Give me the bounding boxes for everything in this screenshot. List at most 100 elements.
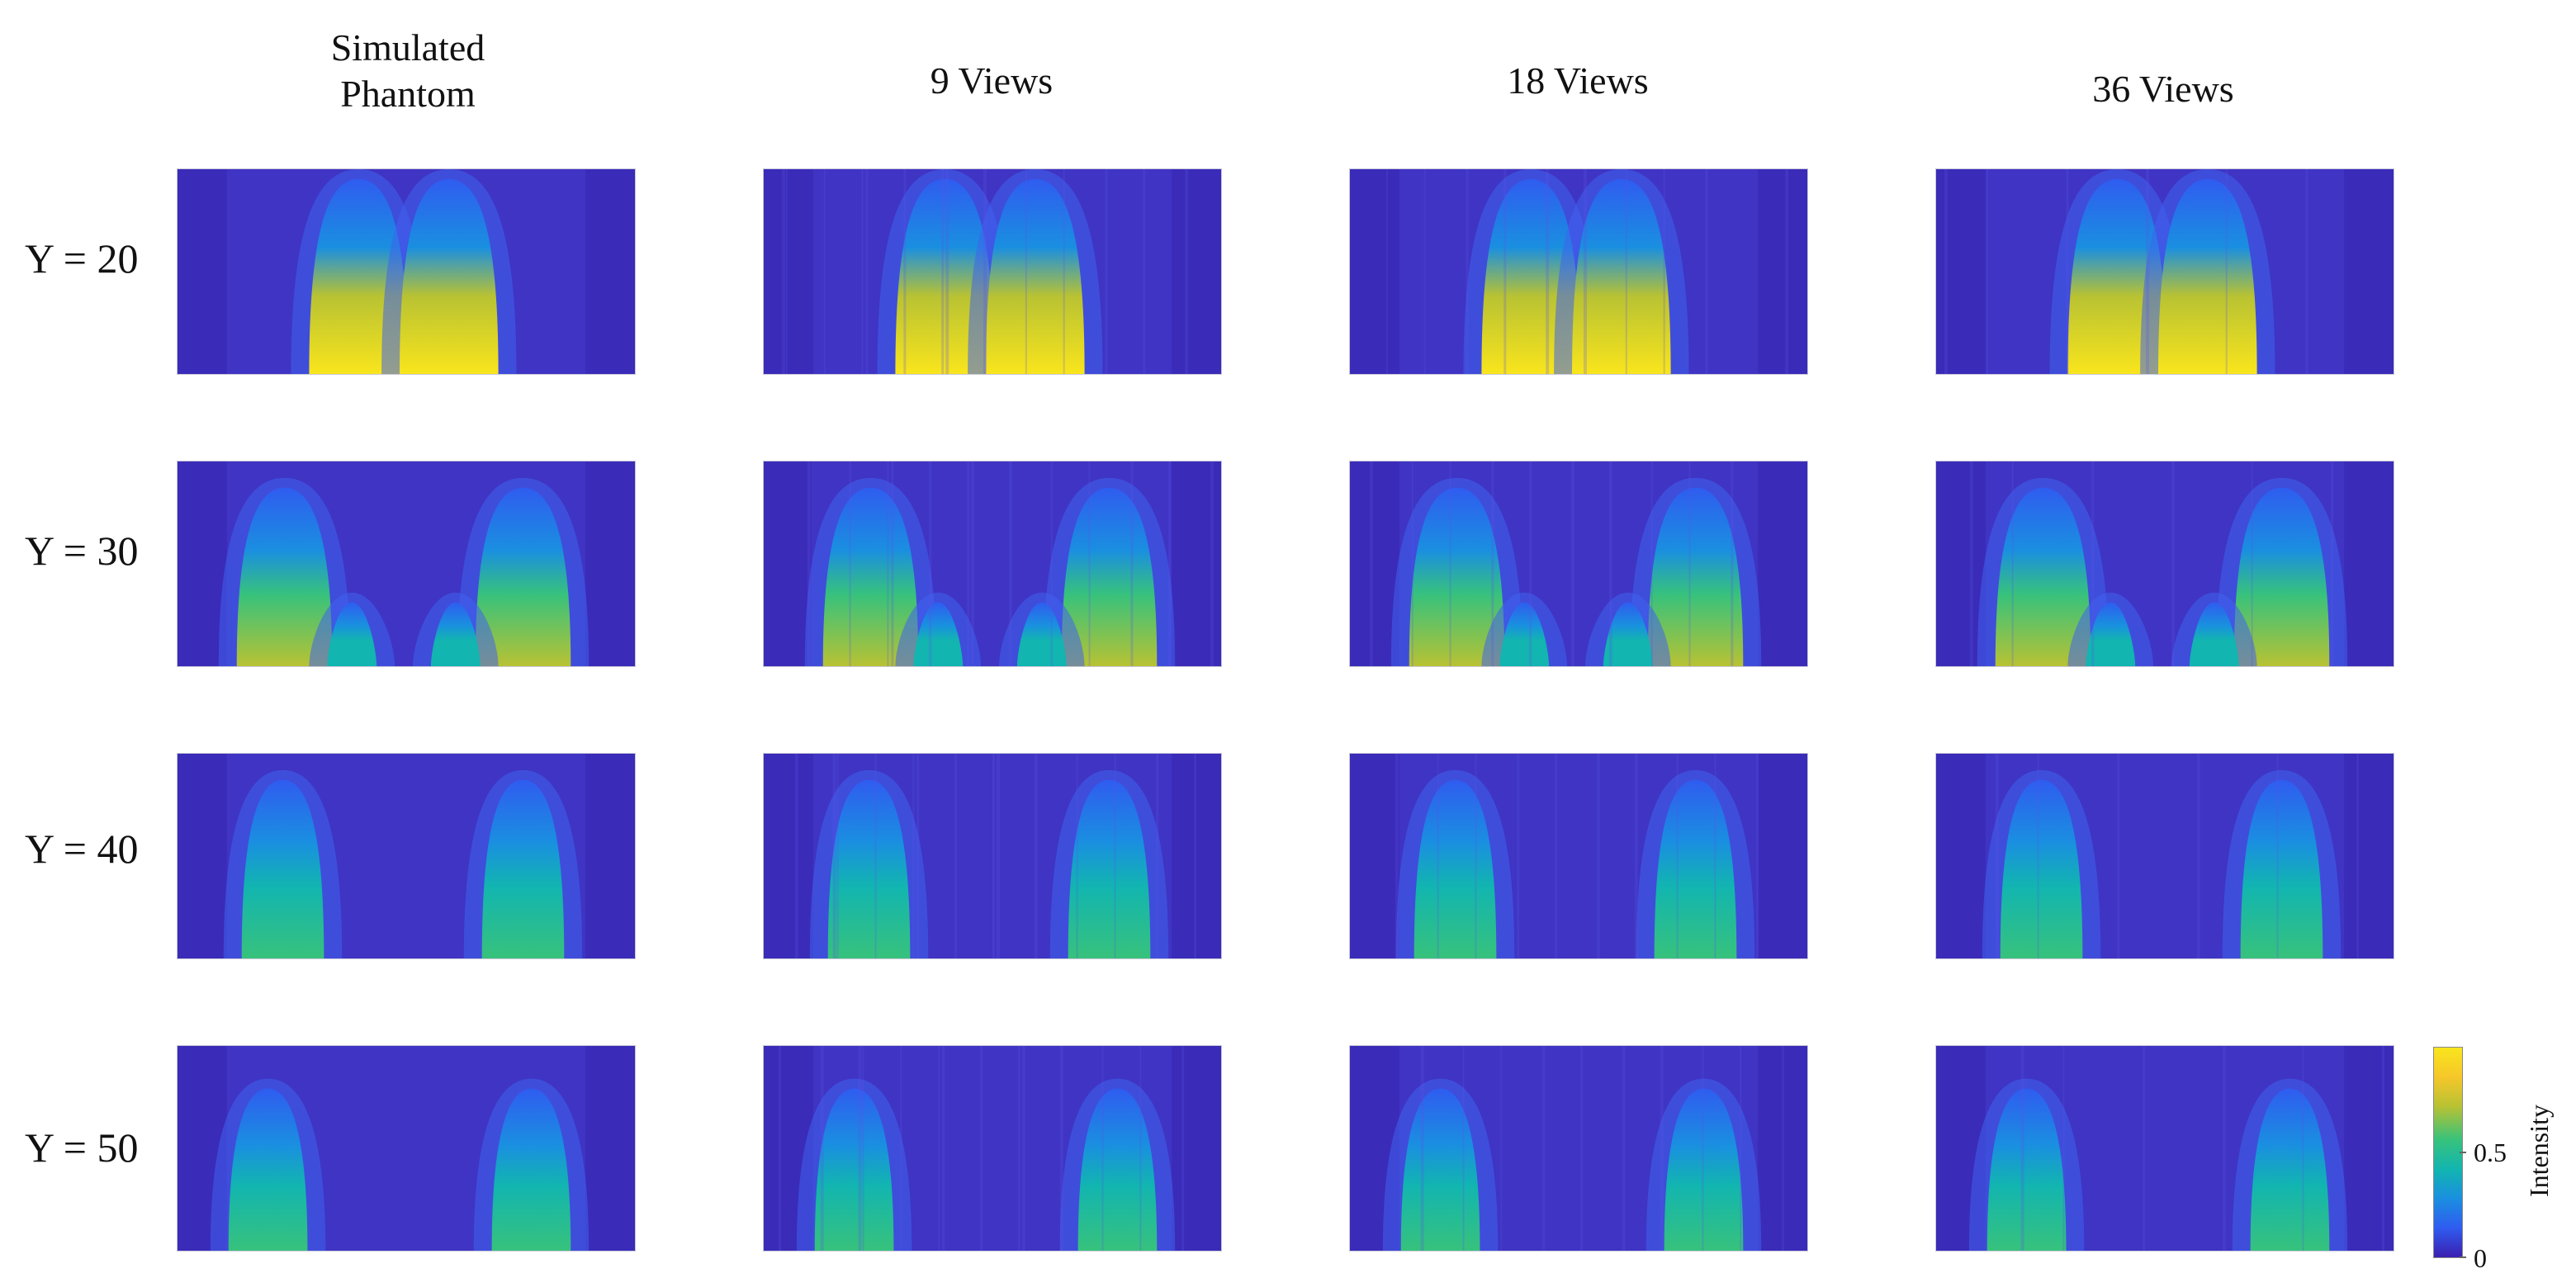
streak-artifact <box>996 754 1000 958</box>
streak-artifact <box>1785 169 1789 374</box>
streak-artifact <box>903 169 907 374</box>
streak-artifact <box>1059 1046 1063 1251</box>
streak-artifact <box>1462 1046 1465 1251</box>
streak-artifact <box>836 754 839 958</box>
streak-artifact <box>1702 1046 1704 1251</box>
streak-artifact <box>1608 461 1612 666</box>
column-title-9-views: 9 Views <box>930 59 1054 102</box>
heatmap-panel-y50-phantom <box>177 1045 636 1252</box>
row-label-y40: Y = 40 <box>25 826 139 872</box>
heatmap-blob <box>1400 1088 1480 1251</box>
colorbar-tick-label-05: 0.5 <box>2474 1138 2507 1167</box>
streak-artifact <box>1503 169 1507 374</box>
streak-artifact <box>1555 754 1558 958</box>
streak-artifact <box>858 1046 862 1251</box>
streak-artifact <box>1622 1046 1626 1251</box>
streak-artifact <box>1420 1046 1424 1251</box>
streak-artifact <box>865 169 869 374</box>
heatmap-panel-y20-9-views <box>763 168 1222 375</box>
streak-artifact <box>1756 754 1759 958</box>
heatmap-blob <box>2086 602 2136 666</box>
heatmap-blob <box>1077 1088 1158 1251</box>
streak-artifact <box>2305 169 2308 374</box>
streak-artifact <box>1688 461 1691 666</box>
streak-artifact <box>1944 169 1948 374</box>
heatmap-blob <box>475 487 571 666</box>
streak-artifact <box>785 169 788 374</box>
streak-artifact <box>1076 754 1078 958</box>
streak-artifact <box>1676 754 1679 958</box>
streak-artifact <box>1529 461 1532 666</box>
heatmap-blob <box>2158 178 2257 374</box>
streak-artifact <box>1114 754 1116 958</box>
streak-artifact <box>1969 461 1973 666</box>
streak-artifact <box>1063 169 1065 374</box>
streak-artifact <box>2020 1046 2024 1251</box>
heatmap-panel-y30-9-views <box>763 461 1222 667</box>
streak-artifact <box>887 461 889 666</box>
streak-artifact <box>794 754 798 958</box>
streak-artifact <box>942 1046 945 1251</box>
heatmap-blob <box>913 602 964 666</box>
streak-artifact <box>1017 1046 1020 1251</box>
streak-artifact <box>1583 169 1587 374</box>
column-title-phantom: Simulated Phantom <box>330 26 485 115</box>
colorbar-tick-mark-05 <box>2460 1152 2466 1153</box>
streak-artifact <box>1021 1046 1025 1251</box>
streak-artifact <box>1571 461 1575 666</box>
streak-artifact <box>1542 1046 1546 1251</box>
heatmap-panel-y40-18-views <box>1349 753 1808 959</box>
streak-artifact <box>2356 754 2360 958</box>
streak-artifact <box>2331 461 2334 666</box>
heatmap-blob <box>1413 779 1497 958</box>
heatmap-blob <box>1654 779 1737 958</box>
heatmap-panel-y40-36-views <box>1935 753 2394 959</box>
streak-artifact <box>811 461 813 666</box>
streak-artifact <box>2225 169 2228 374</box>
streak-artifact <box>1210 461 1215 666</box>
streak-artifact <box>1034 754 1038 958</box>
heatmap-blob <box>491 1088 571 1251</box>
streak-artifact <box>2143 1046 2146 1251</box>
heatmap-blob <box>1016 602 1067 666</box>
heatmap-panel-y40-phantom <box>177 753 636 959</box>
streak-artifact <box>1466 169 1469 374</box>
heatmap-blob <box>1986 1088 2067 1251</box>
streak-artifact <box>2196 754 2200 958</box>
streak-artifact <box>2146 169 2150 374</box>
heatmap-panel-y20-18-views <box>1349 168 1808 375</box>
heatmap-panel-y50-9-views <box>763 1045 1222 1252</box>
streak-artifact <box>900 1046 902 1251</box>
streak-artifact <box>1650 461 1653 666</box>
streak-artifact <box>2117 754 2120 958</box>
streak-artifact <box>1491 461 1494 666</box>
heatmap-blob <box>400 178 499 374</box>
streak-artifact <box>1634 754 1638 958</box>
heatmap-blob <box>2233 487 2330 666</box>
heatmap-blob <box>228 1088 308 1251</box>
heatmap-panel-y30-18-views <box>1349 461 1808 667</box>
streak-artifact <box>2302 1046 2304 1251</box>
heatmap-blob <box>327 602 377 666</box>
streak-artifact <box>2251 461 2253 666</box>
streak-artifact <box>1139 1046 1142 1251</box>
heatmap-panel-y20-36-views <box>1935 168 2394 375</box>
streak-artifact <box>861 169 864 374</box>
heatmap-blob <box>1603 602 1653 666</box>
streak-artifact <box>916 754 920 958</box>
heatmap-blob <box>2000 779 2083 958</box>
streak-artifact <box>2011 461 2014 666</box>
streak-artifact <box>1782 1046 1785 1251</box>
heatmap-blob <box>814 1088 894 1251</box>
streak-artifact <box>1449 461 1451 666</box>
streak-artifact <box>2171 461 2175 666</box>
heatmap-blob <box>430 602 481 666</box>
streak-artifact <box>2062 1046 2065 1251</box>
heatmap-blob <box>2189 602 2239 666</box>
streak-artifact <box>1731 461 1734 666</box>
streak-artifact <box>1008 461 1012 666</box>
heatmap-panel-y30-phantom <box>177 461 636 667</box>
streak-artifact <box>941 169 945 374</box>
streak-artifact <box>971 461 975 666</box>
row-label-y20: Y = 20 <box>25 235 139 282</box>
